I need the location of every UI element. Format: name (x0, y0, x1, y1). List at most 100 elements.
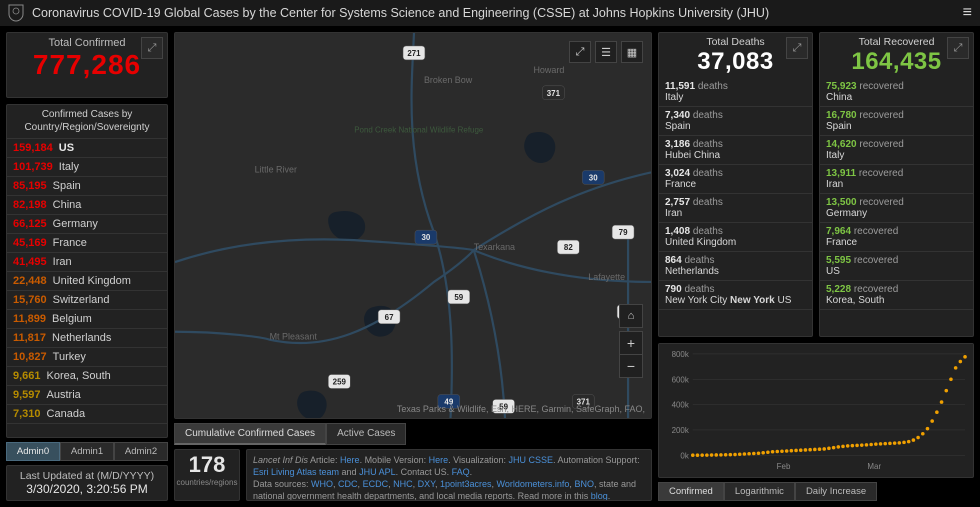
countries-count-value: 178 (175, 452, 239, 478)
svg-text:67: 67 (385, 313, 394, 322)
svg-text:Little River: Little River (255, 164, 297, 174)
svg-text:Howard: Howard (533, 65, 564, 75)
topbar: Coronavirus COVID-19 Global Cases by the… (0, 0, 980, 27)
countries-count-panel: 178 countries/regions (174, 449, 240, 501)
stat-row[interactable]: 1,408 deathsUnited Kingdom (659, 223, 812, 252)
recovered-panel: ⤢ Total Recovered 164,435 75,923 recover… (819, 32, 974, 337)
cases-row[interactable]: 11,817Netherlands (7, 329, 167, 348)
cases-row[interactable]: 66,125Germany (7, 215, 167, 234)
svg-text:82: 82 (564, 243, 573, 252)
svg-text:0k: 0k (680, 451, 688, 460)
admin-tab[interactable]: Admin2 (114, 442, 168, 461)
cases-row[interactable]: 82,198China (7, 196, 167, 215)
chart-tab[interactable]: Daily Increase (795, 482, 877, 501)
deaths-list[interactable]: 11,591 deathsItaly7,340 deathsSpain3,186… (659, 78, 812, 336)
stat-row[interactable]: 13,911 recoveredIran (820, 165, 973, 194)
cases-row[interactable]: 9,597Austria (7, 386, 167, 405)
recovered-list[interactable]: 75,923 recoveredChina16,780 recoveredSpa… (820, 78, 973, 336)
svg-text:79: 79 (619, 228, 628, 237)
svg-text:Feb: Feb (777, 462, 791, 471)
map-grid-icon[interactable]: ▦ (621, 41, 643, 63)
stat-row[interactable]: 3,186 deathsHubei China (659, 136, 812, 165)
stat-row[interactable]: 5,228 recoveredKorea, South (820, 281, 973, 310)
last-updated-timestamp: 3/30/2020, 3:20:56 PM (7, 482, 167, 496)
total-confirmed-panel: ⤢ Total Confirmed 777,286 (6, 32, 168, 98)
map-view-controls: ⤢ ☰ ▦ (569, 41, 643, 63)
svg-text:600k: 600k (672, 375, 689, 384)
map-tabs: Cumulative Confirmed CasesActive Cases (174, 423, 652, 445)
cases-row[interactable]: 7,310Canada (7, 405, 167, 424)
stat-row[interactable]: 75,923 recoveredChina (820, 78, 973, 107)
stat-row[interactable]: 16,780 recoveredSpain (820, 107, 973, 136)
svg-text:200k: 200k (672, 426, 689, 435)
svg-text:Pond Creek National Wildlife R: Pond Creek National Wildlife Refuge (354, 126, 484, 135)
cases-row[interactable]: 22,448United Kingdom (7, 272, 167, 291)
stat-row[interactable]: 7,340 deathsSpain (659, 107, 812, 136)
cases-list[interactable]: 159,184US101,739Italy85,195Spain82,198Ch… (7, 139, 167, 437)
data-sources-panel: Lancet Inf Dis Article: Here. Mobile Ver… (246, 449, 652, 501)
cases-header: Confirmed Cases by Country/Region/Sovere… (7, 105, 167, 139)
cases-by-country-panel: Confirmed Cases by Country/Region/Sovere… (6, 104, 168, 438)
cases-row[interactable]: 9,661Korea, South (7, 367, 167, 386)
map-home-button[interactable]: ⌂ (619, 304, 643, 328)
map-attribution: Texas Parks & Wildlife, Esri, HERE, Garm… (397, 404, 645, 414)
cases-row[interactable]: 15,760Switzerland (7, 291, 167, 310)
last-updated-label: Last Updated at (M/D/YYYY) (7, 470, 167, 482)
stat-row[interactable]: 11,591 deathsItaly (659, 78, 812, 107)
deaths-panel: ⤢ Total Deaths 37,083 11,591 deathsItaly… (658, 32, 813, 337)
svg-text:30: 30 (589, 173, 598, 182)
expand-icon[interactable]: ⤢ (947, 37, 969, 59)
map-zoom: + − (619, 331, 643, 378)
chart-panel: ⤢ 0k200k400k600k800kFebMar (658, 343, 974, 478)
admin-tabs: Admin0Admin1Admin2 (6, 442, 168, 461)
zoom-in-button[interactable]: + (620, 332, 642, 354)
cases-row[interactable]: 85,195Spain (7, 177, 167, 196)
svg-text:Texarkana: Texarkana (474, 242, 515, 252)
svg-text:59: 59 (454, 293, 463, 302)
stat-row[interactable]: 14,620 recoveredItaly (820, 136, 973, 165)
stat-row[interactable]: 790 deathsNew York City New York US (659, 281, 812, 310)
stat-row[interactable]: 5,595 recoveredUS (820, 252, 973, 281)
expand-icon[interactable]: ⤢ (786, 37, 808, 59)
svg-text:271: 271 (407, 49, 421, 58)
chart-tab[interactable]: Confirmed (658, 482, 724, 501)
page-title: Coronavirus COVID-19 Global Cases by the… (32, 6, 955, 20)
svg-text:259: 259 (333, 378, 347, 387)
cases-row[interactable]: 101,739Italy (7, 158, 167, 177)
menu-icon[interactable]: ≡ (963, 5, 972, 21)
svg-text:800k: 800k (672, 350, 689, 359)
expand-icon[interactable]: ⤢ (141, 37, 163, 59)
map-canvas[interactable]: Broken Bow Howard Pond Creek National Wild… (175, 33, 651, 419)
map-expand-icon[interactable]: ⤢ (569, 41, 591, 63)
svg-text:30: 30 (421, 233, 430, 242)
stat-row[interactable]: 3,024 deathsFrance (659, 165, 812, 194)
zoom-out-button[interactable]: − (620, 354, 642, 377)
last-updated-panel: Last Updated at (M/D/YYYY) 3/30/2020, 3:… (6, 465, 168, 501)
svg-text:Mar: Mar (867, 462, 881, 471)
cases-row[interactable]: 10,827Turkey (7, 348, 167, 367)
cases-row[interactable]: 41,495Iran (7, 253, 167, 272)
chart-tabs: ConfirmedLogarithmicDaily Increase (658, 482, 974, 501)
map-tab[interactable]: Cumulative Confirmed Cases (174, 423, 326, 445)
svg-text:371: 371 (547, 89, 561, 98)
stat-row[interactable]: 7,964 recoveredFrance (820, 223, 973, 252)
map-list-icon[interactable]: ☰ (595, 41, 617, 63)
chart-tab[interactable]: Logarithmic (724, 482, 795, 501)
stat-row[interactable]: 2,757 deathsIran (659, 194, 812, 223)
svg-text:Broken Bow: Broken Bow (424, 75, 473, 85)
svg-text:400k: 400k (672, 401, 689, 410)
jhu-crest-icon (8, 4, 24, 22)
stat-row[interactable]: 864 deathsNetherlands (659, 252, 812, 281)
stat-row[interactable]: 13,500 recoveredGermany (820, 194, 973, 223)
map-tab[interactable]: Active Cases (326, 423, 406, 445)
svg-text:Lafayette: Lafayette (588, 272, 625, 282)
cases-row[interactable]: 159,184US (7, 139, 167, 158)
map-panel[interactable]: Broken Bow Howard Pond Creek National Wild… (174, 32, 652, 419)
countries-count-label: countries/regions (175, 478, 239, 487)
admin-tab[interactable]: Admin1 (60, 442, 114, 461)
svg-text:Mt Pleasant: Mt Pleasant (270, 332, 318, 342)
admin-tab[interactable]: Admin0 (6, 442, 60, 461)
cases-row[interactable]: 45,169France (7, 234, 167, 253)
chart-canvas: 0k 200k 400k 600k 800k Feb Mar (659, 344, 973, 473)
cases-row[interactable]: 11,899Belgium (7, 310, 167, 329)
